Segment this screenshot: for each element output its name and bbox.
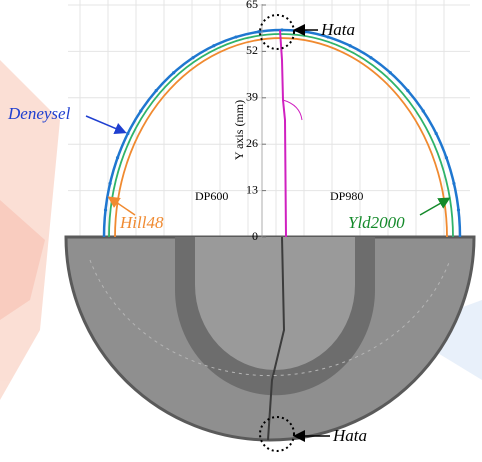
marker <box>421 109 425 113</box>
marker <box>452 181 456 186</box>
marker <box>348 44 352 48</box>
arrow <box>107 196 136 216</box>
marker <box>172 71 176 75</box>
marker <box>212 44 216 48</box>
marker <box>257 30 261 34</box>
marker <box>369 56 373 60</box>
grid <box>68 0 470 238</box>
experimental-label: Deneysel <box>7 104 71 123</box>
marker <box>456 208 461 212</box>
y-tick-label: 26 <box>246 136 258 150</box>
failure-label: Hata <box>332 426 367 445</box>
marker <box>103 208 108 212</box>
marker <box>326 35 330 39</box>
marker <box>280 28 284 32</box>
chart-panel <box>68 0 470 237</box>
failure-label: Hata <box>320 20 355 39</box>
y-tick-label: 13 <box>246 182 258 196</box>
marker <box>139 109 143 113</box>
marker <box>154 89 158 93</box>
y-tick-label: 52 <box>246 43 258 57</box>
specimen-photo <box>64 235 476 442</box>
marker <box>191 56 195 60</box>
marker <box>115 156 120 160</box>
y-tick-label: 39 <box>246 90 258 104</box>
marker <box>126 131 130 136</box>
marker <box>108 181 112 186</box>
marker <box>406 89 410 93</box>
y-tick-label: 0 <box>252 229 258 243</box>
yld2000-label: Yld2000 <box>348 213 405 232</box>
y-axis-label: Y axis (mm) <box>232 100 246 160</box>
material-label: DP980 <box>330 189 363 203</box>
marker <box>388 71 392 75</box>
marker <box>234 35 238 39</box>
material-label: DP600 <box>195 189 228 203</box>
fracture-branch <box>282 99 303 121</box>
y-tick-label: 65 <box>246 0 258 11</box>
arrow <box>419 197 451 216</box>
experimental-markers <box>103 28 461 212</box>
hill48-label: Hill48 <box>119 213 164 232</box>
marker <box>444 156 449 160</box>
arrow <box>85 115 127 135</box>
marker <box>434 131 438 136</box>
